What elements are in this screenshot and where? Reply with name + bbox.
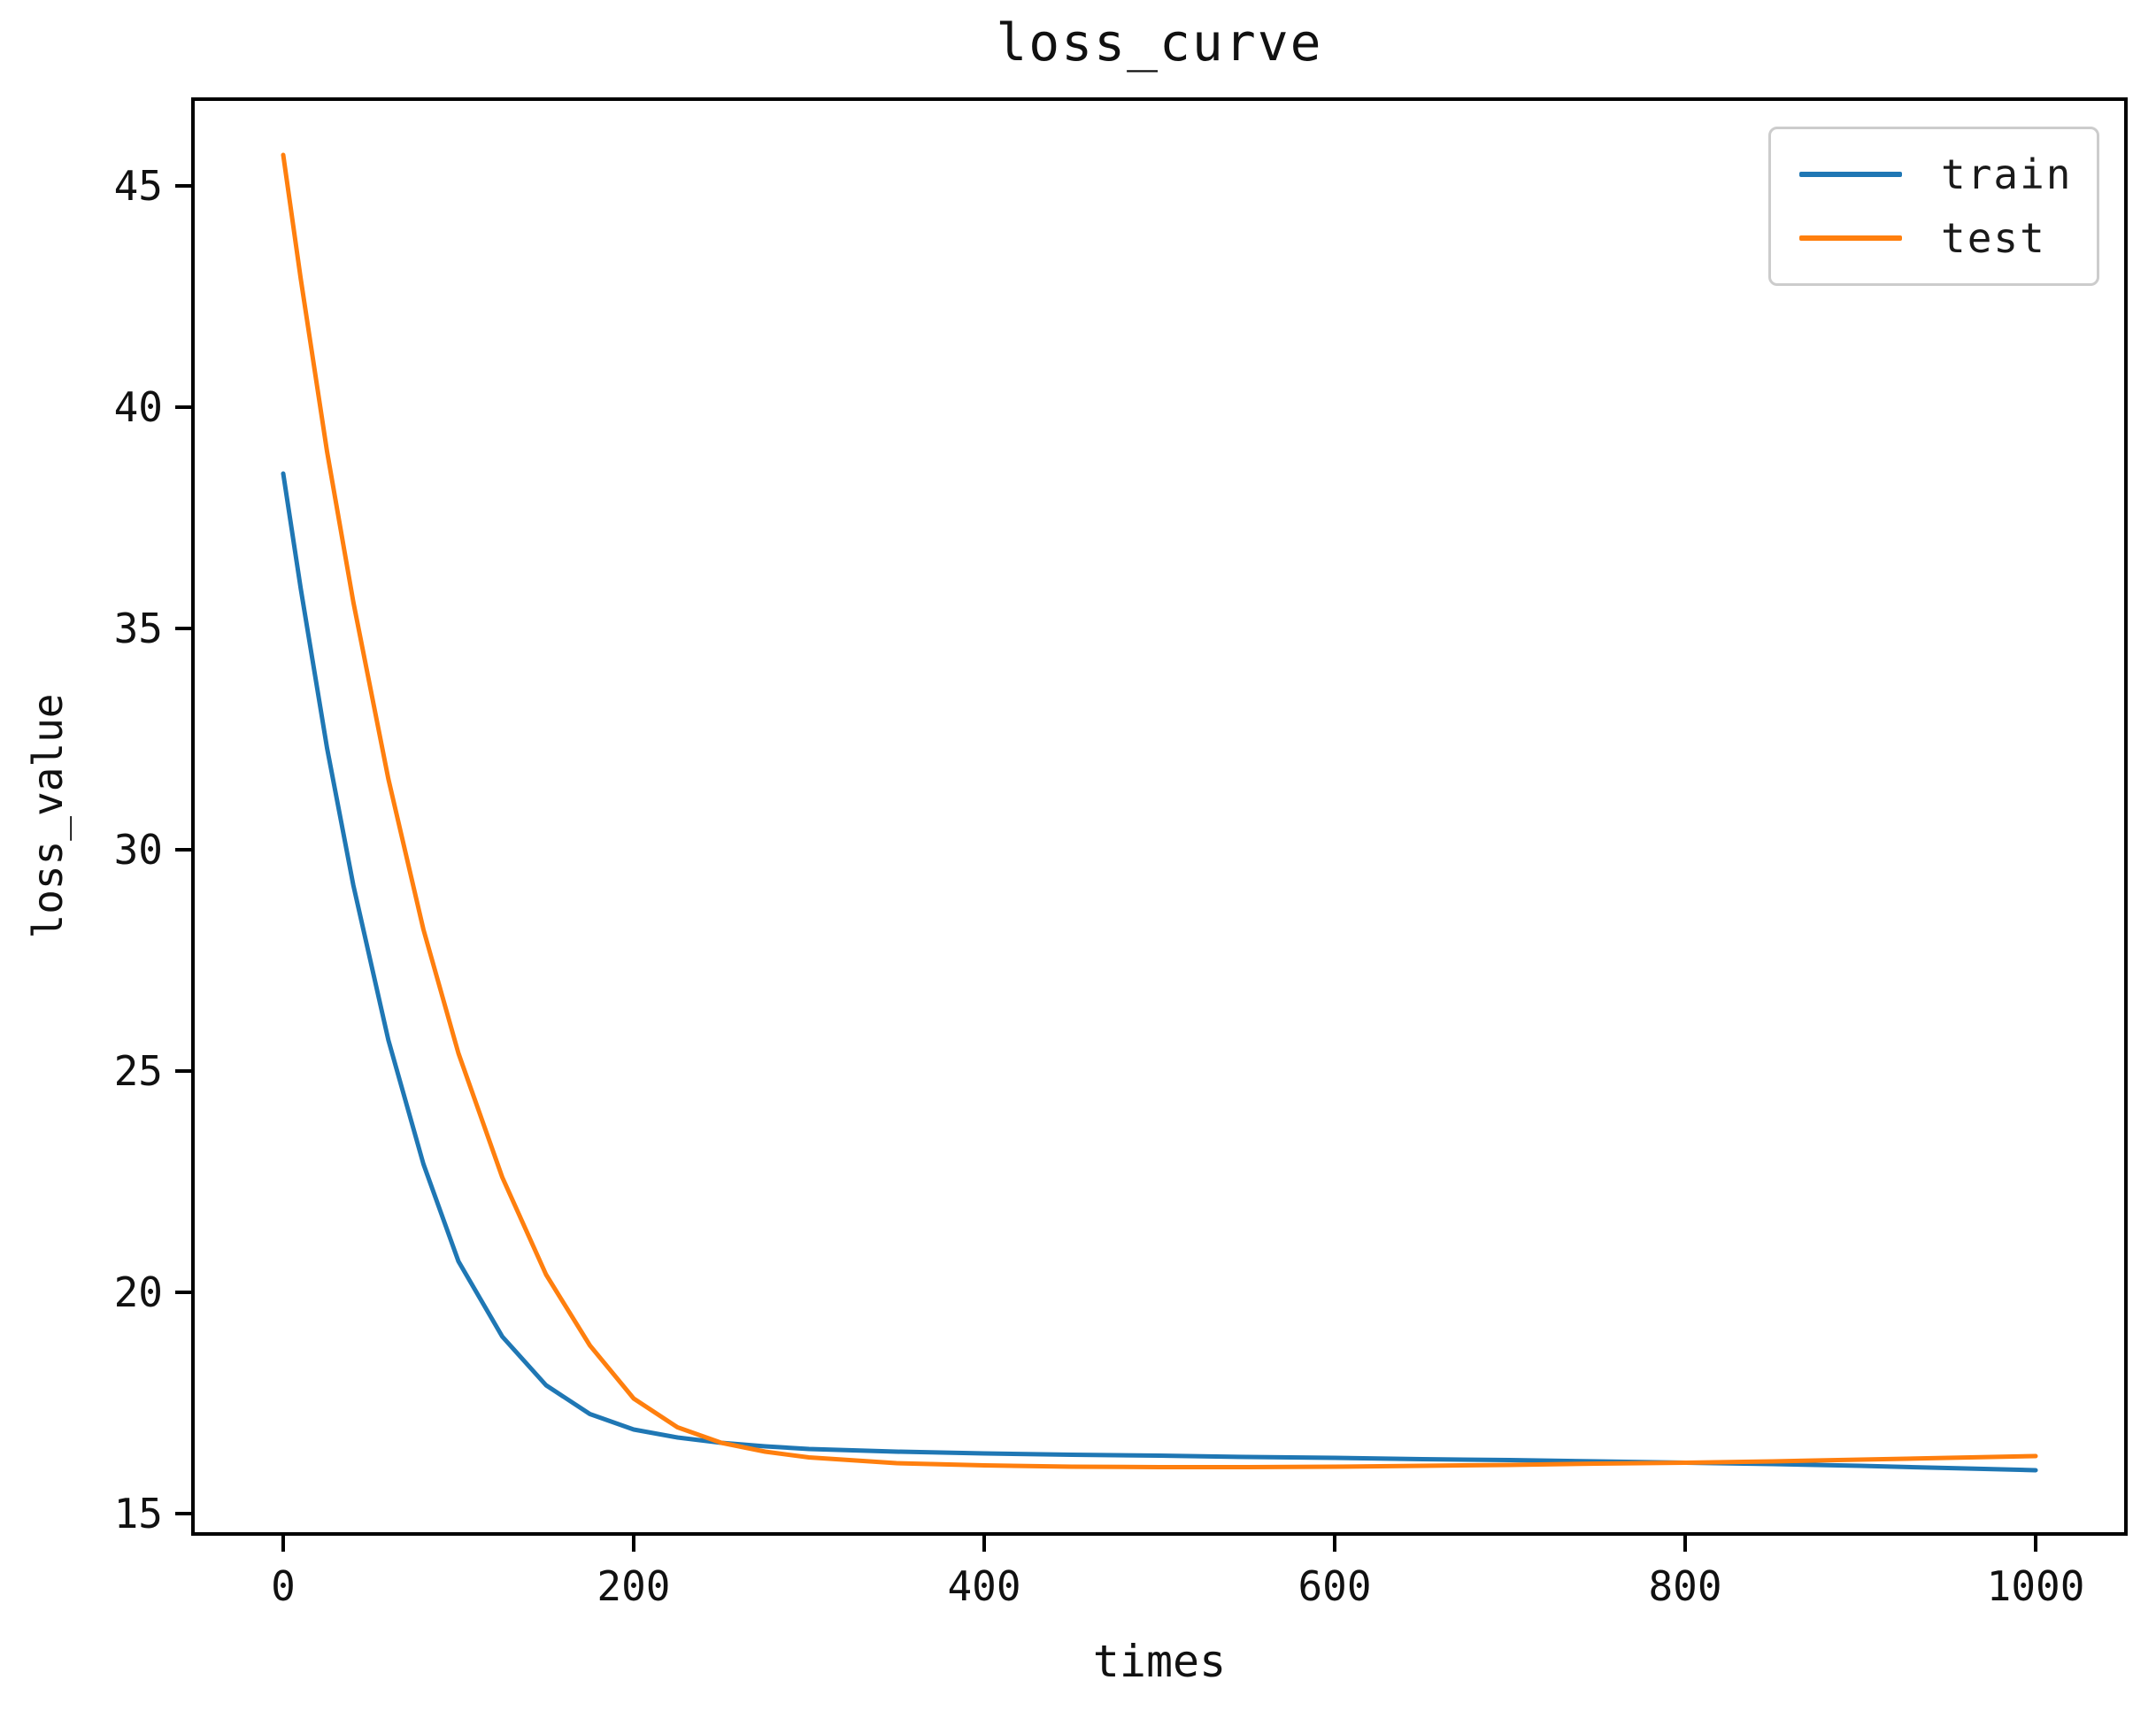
legend-label-train: train <box>1941 150 2073 198</box>
y-tick-label: 45 <box>114 162 163 210</box>
y-tick-label: 20 <box>114 1268 163 1316</box>
x-tick-label: 0 <box>271 1562 296 1610</box>
y-tick-label: 35 <box>114 605 163 652</box>
y-tick-label: 40 <box>114 383 163 431</box>
axes-spines <box>191 97 2128 1536</box>
legend-label-test: test <box>1941 214 2046 262</box>
x-tick-label: 800 <box>1648 1562 1721 1610</box>
x-tick-label: 600 <box>1297 1562 1371 1610</box>
x-axis-label: times <box>1092 1636 1227 1687</box>
legend-item-test: test <box>1771 214 2097 262</box>
train-legend-line-icon <box>1799 172 1902 177</box>
legend: train test <box>1768 127 2099 286</box>
y-tick-label: 15 <box>114 1490 163 1538</box>
chart-title: loss_curve <box>996 12 1323 73</box>
test-legend-line-icon <box>1799 235 1902 241</box>
train-line <box>281 471 2038 1473</box>
test-line <box>281 152 2038 1469</box>
y-tick-label: 25 <box>114 1047 163 1095</box>
y-tick-label: 30 <box>114 826 163 874</box>
x-tick-label: 200 <box>597 1562 670 1610</box>
legend-item-train: train <box>1771 150 2097 198</box>
x-tick-label: 400 <box>947 1562 1020 1610</box>
x-tick-label: 1000 <box>1987 1562 2085 1610</box>
